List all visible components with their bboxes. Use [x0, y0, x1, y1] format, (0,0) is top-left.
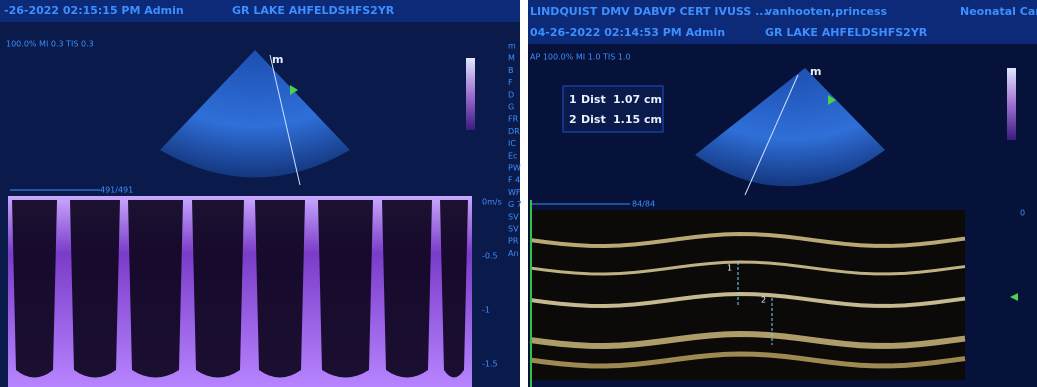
side-param: FR — [508, 115, 519, 124]
side-param: F 4 — [508, 176, 520, 185]
probe-marker: m — [810, 65, 821, 78]
gray-bar — [466, 58, 475, 130]
side-param: B — [508, 66, 514, 75]
depth-marker — [1010, 293, 1018, 301]
right-header-bar — [528, 0, 1037, 44]
sweep-counter: 84/84 — [632, 200, 655, 209]
scale-label: -1.5 — [482, 360, 498, 369]
scale-label: -0.5 — [482, 252, 498, 261]
doppler-envelope — [318, 200, 373, 378]
datetime: 04-26-2022 02:14:53 PM Admin — [530, 26, 725, 39]
side-param: IC — [508, 139, 516, 148]
side-param: F — [508, 78, 513, 87]
measurement-label: Dist — [581, 93, 606, 106]
measurement-index: 2 — [569, 113, 577, 126]
focus-marker — [828, 95, 836, 105]
doppler-envelope — [70, 200, 120, 378]
side-param: m — [508, 42, 516, 51]
sector-image — [160, 50, 350, 178]
echo-band — [529, 232, 966, 248]
left-header-bar — [0, 0, 520, 22]
sector-image — [695, 68, 885, 187]
echo-band — [529, 260, 966, 276]
doppler-envelopes — [12, 200, 468, 378]
echo-band — [529, 351, 966, 369]
patient: GR LAKE AHFELDSHFS2YR — [765, 26, 928, 39]
measurement-label: Dist — [581, 113, 606, 126]
settings: 100.0% MI 0.3 TIS 0.3 — [6, 40, 94, 49]
caliper-label: 2 — [761, 296, 766, 305]
datetime: -26-2022 02:15:15 PM Admin — [4, 4, 184, 17]
measurement-index: 1 — [569, 93, 577, 106]
doppler-envelope — [192, 200, 244, 378]
echo-band — [529, 292, 966, 308]
scale-label: 0m/s — [482, 198, 502, 207]
caliper-label: 1 — [727, 264, 732, 273]
doppler-envelope — [12, 200, 57, 378]
measurement-value: 1.07 cm — [613, 93, 662, 106]
doppler-envelope — [382, 200, 432, 378]
side-param: SV — [508, 212, 519, 221]
gray-bar — [1007, 68, 1016, 140]
side-param: SV — [508, 225, 519, 234]
velocity-scale: 0m/s -0.5 -1 -1.5 — [482, 198, 502, 369]
cursor-line — [744, 74, 799, 196]
echo-band — [529, 331, 966, 349]
focus-marker — [290, 85, 298, 95]
clinic: LINDQUIST DMV DABVP CERT IVUSS ... — [530, 5, 768, 18]
side-param: PW — [508, 164, 521, 173]
side-param: Ec — [508, 151, 517, 160]
m-mode-echoes — [529, 232, 966, 369]
settings: AP 100.0% MI 1.0 TIS 1.0 — [530, 53, 631, 62]
user: vanhooten,princess — [765, 5, 888, 18]
side-param: PR — [508, 237, 519, 246]
sweep-counter: 491/491 — [100, 186, 133, 195]
side-param: An — [508, 249, 519, 258]
measurement-value: 1.15 cm — [613, 113, 662, 126]
doppler-envelope — [128, 200, 183, 378]
side-param: G 7 — [508, 200, 522, 209]
depth-label: 0 — [1020, 209, 1025, 218]
doppler-envelope — [255, 200, 305, 378]
measurement-box — [562, 85, 664, 133]
probe-marker: m — [272, 53, 283, 66]
side-param: M — [508, 54, 515, 63]
cursor-line — [269, 54, 301, 186]
doppler-envelope — [440, 200, 468, 378]
scale-label: -1 — [482, 306, 490, 315]
side-param: WF — [508, 188, 521, 197]
side-param: D — [508, 90, 514, 99]
side-param: G — [508, 103, 514, 112]
patient: GR LAKE AHFELDSHFS2YR — [232, 4, 395, 17]
measurements: 1 Dist 1.07 cm 2 Dist 1.15 cm — [569, 93, 662, 126]
department: Neonatal Car — [960, 5, 1037, 18]
side-param: DR — [508, 127, 520, 136]
